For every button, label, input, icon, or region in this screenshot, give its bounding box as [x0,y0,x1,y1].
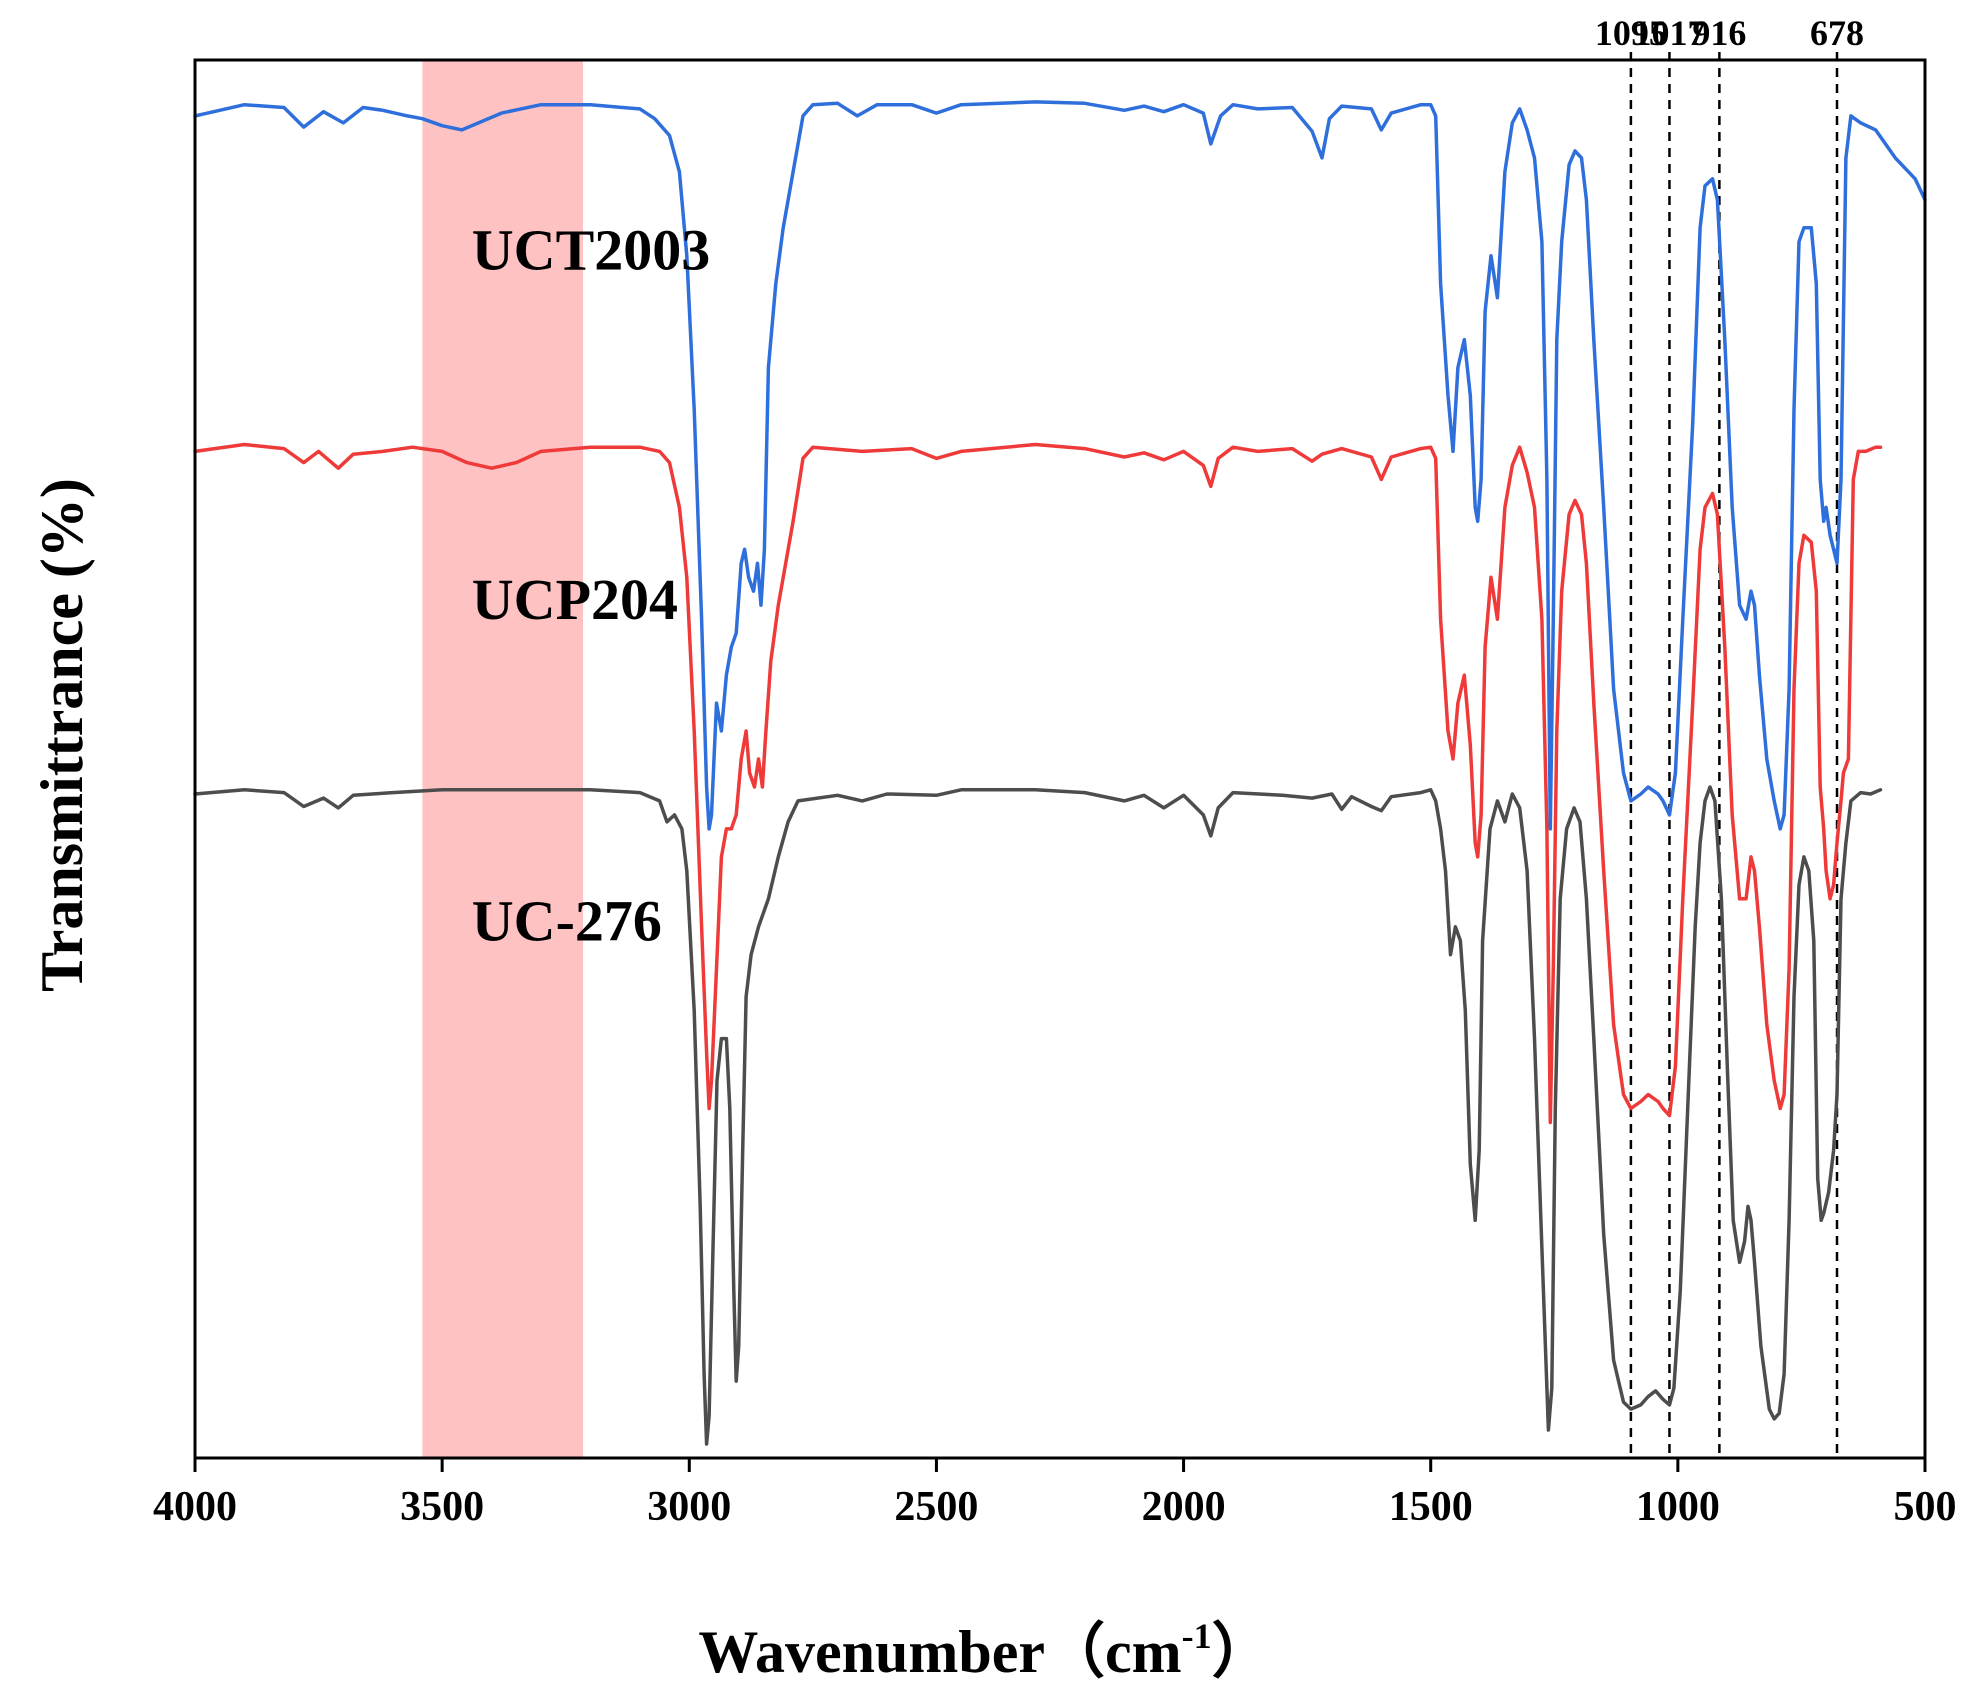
x-tick-label-2000: 2000 [1142,1484,1226,1530]
x-tick-label-4000: 4000 [153,1484,237,1530]
peak-label-1017: 1017 [1633,13,1705,53]
x-tick-label-500: 500 [1894,1484,1957,1530]
x-tick-label-2500: 2500 [894,1484,978,1530]
series-label-ucp204: UCP204 [472,567,678,632]
x-axis-title-main: Wavenumber（cm [698,1618,1181,1685]
x-axis-ticks: 4000 3500 3000 2500 2000 1500 1000 500 [153,1458,1957,1530]
x-tick-label-1000: 1000 [1636,1484,1720,1530]
peak-label-916: 916 [1692,13,1746,53]
reference-lines-layer [1629,52,1839,1458]
series-line-ucp204 [193,442,1883,1125]
highlight-band [422,60,584,1458]
y-axis-title: Transmittrance (%) [29,478,95,992]
plot-frame [193,58,1927,1460]
x-tick-label-3500: 3500 [400,1484,484,1530]
series-line-uc-276 [193,785,1883,1446]
series-labels-layer: UCT2003 UCP204 UC-276 [472,218,710,954]
peak-label-678: 678 [1810,13,1864,53]
series-label-uct2003: UCT2003 [472,218,710,283]
series-label-uc-276: UC-276 [472,889,662,954]
highlight-band-layer [422,60,584,1458]
series-line-uct2003 [193,100,1927,831]
x-tick-label-1500: 1500 [1389,1484,1473,1530]
x-axis-title-close: ） [1212,1618,1272,1685]
x-tick-label-3000: 3000 [647,1484,731,1530]
series-layer [193,100,1927,1446]
x-axis-title-superscript: -1 [1182,1616,1212,1656]
x-axis-title: Wavenumber（cm-1） [698,1616,1271,1685]
peak-label-1095: 1095 [1595,13,1667,53]
